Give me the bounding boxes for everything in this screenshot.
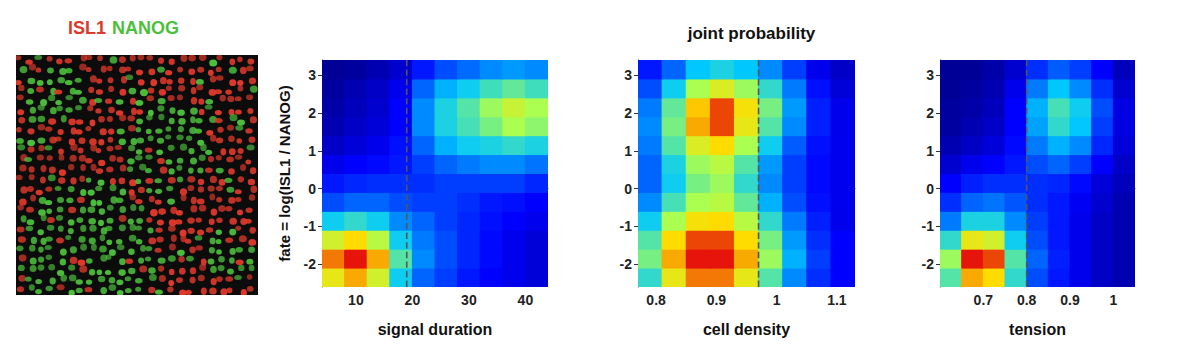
svg-text:-1: -1 bbox=[620, 218, 633, 234]
svg-text:30: 30 bbox=[461, 292, 477, 308]
svg-text:joint probability: joint probability bbox=[687, 24, 816, 43]
svg-text:0.8: 0.8 bbox=[1017, 292, 1037, 308]
svg-text:3: 3 bbox=[926, 67, 934, 83]
svg-text:20: 20 bbox=[405, 292, 421, 308]
svg-text:-1: -1 bbox=[304, 218, 317, 234]
svg-text:1: 1 bbox=[624, 143, 632, 159]
svg-text:-1: -1 bbox=[922, 218, 935, 234]
svg-text:cell density: cell density bbox=[703, 321, 790, 338]
svg-text:0.9: 0.9 bbox=[1060, 292, 1080, 308]
svg-text:2: 2 bbox=[308, 105, 316, 121]
svg-text:2: 2 bbox=[926, 105, 934, 121]
svg-text:1.1: 1.1 bbox=[827, 292, 847, 308]
svg-text:40: 40 bbox=[518, 292, 534, 308]
svg-text:-2: -2 bbox=[620, 256, 633, 272]
svg-text:1: 1 bbox=[773, 292, 781, 308]
html-text:ISL1 NANOG: ISL1 NANOG bbox=[68, 18, 179, 38]
svg-text:0: 0 bbox=[308, 181, 316, 197]
svg-text:-2: -2 bbox=[304, 256, 317, 272]
svg-text:0: 0 bbox=[926, 181, 934, 197]
svg-text:fate = log(ISL1 / NANOG): fate = log(ISL1 / NANOG) bbox=[276, 85, 293, 261]
svg-text:3: 3 bbox=[308, 67, 316, 83]
svg-text:3: 3 bbox=[624, 67, 632, 83]
svg-text:0.7: 0.7 bbox=[974, 292, 994, 308]
svg-text:tension: tension bbox=[1009, 321, 1066, 338]
svg-text:1: 1 bbox=[926, 143, 934, 159]
svg-text:0: 0 bbox=[624, 181, 632, 197]
svg-text:2: 2 bbox=[624, 105, 632, 121]
svg-text:10: 10 bbox=[348, 292, 364, 308]
svg-text:signal duration: signal duration bbox=[378, 321, 493, 338]
svg-text:0.9: 0.9 bbox=[707, 292, 727, 308]
svg-text:1: 1 bbox=[308, 143, 316, 159]
svg-text:0.8: 0.8 bbox=[646, 292, 666, 308]
svg-text:-2: -2 bbox=[922, 256, 935, 272]
svg-text:1: 1 bbox=[1109, 292, 1117, 308]
